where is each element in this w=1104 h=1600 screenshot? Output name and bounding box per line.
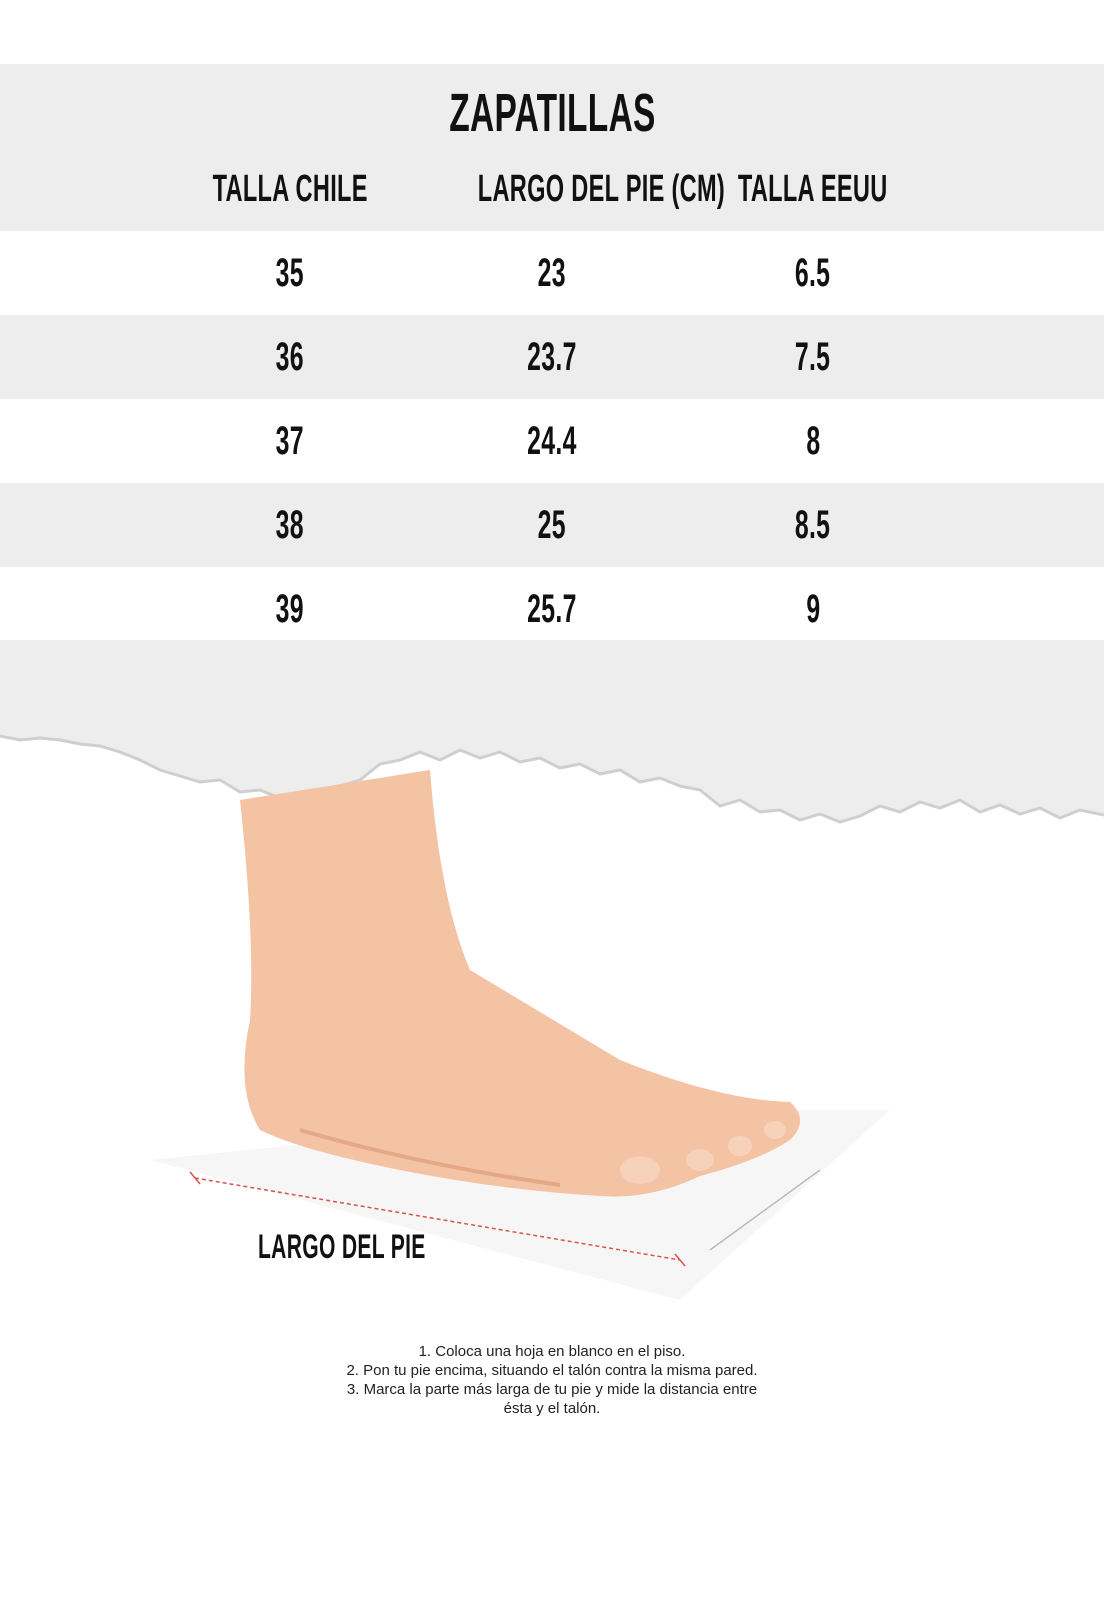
table-row: 36 23.7 7.5 bbox=[0, 315, 1104, 399]
measure-line bbox=[194, 1177, 681, 1261]
column-header: TALLA EEUU bbox=[738, 168, 888, 210]
cell-value: 8.5 bbox=[795, 503, 831, 547]
table-row: 37 24.4 8 bbox=[0, 399, 1104, 483]
cell-value: 6.5 bbox=[795, 251, 831, 295]
column-header: TALLA CHILE bbox=[212, 168, 368, 210]
table-cell: 35 bbox=[140, 231, 440, 315]
foot-length-label: LARGO DEL PIE bbox=[258, 1228, 426, 1266]
cell-value: 25 bbox=[537, 503, 567, 547]
torn-paper-edge bbox=[0, 640, 1104, 822]
cell-value: 39 bbox=[275, 587, 305, 631]
table-cell: 8 bbox=[663, 399, 963, 483]
table-cell: 39 bbox=[140, 567, 440, 651]
table-cell: 9 bbox=[663, 567, 963, 651]
cell-value: 38 bbox=[275, 503, 305, 547]
table-row: 38 25 8.5 bbox=[0, 483, 1104, 567]
instruction-line: 2. Pon tu pie encima, situando el talón … bbox=[346, 1362, 758, 1379]
cell-value: 25.7 bbox=[527, 587, 577, 631]
cell-value: 35 bbox=[275, 251, 305, 295]
table-cell: 25 bbox=[402, 483, 702, 567]
cell-value: 37 bbox=[275, 419, 305, 463]
table-cell: 36 bbox=[140, 315, 440, 399]
cell-value: 8 bbox=[805, 419, 821, 463]
page-title: ZAPATILLAS bbox=[448, 83, 656, 143]
cell-value: 23 bbox=[537, 251, 567, 295]
instructions: 1. Coloca una hoja en blanco en el piso.… bbox=[252, 1342, 852, 1418]
table-header: ZAPATILLAS TALLA CHILE LARGO DEL PIE (CM… bbox=[0, 64, 1104, 231]
table-cell: 38 bbox=[140, 483, 440, 567]
instruction-line: 3. Marca la parte más larga de tu pie y … bbox=[346, 1381, 758, 1398]
table-row: 35 23 6.5 bbox=[0, 231, 1104, 315]
table-cell: 25.7 bbox=[402, 567, 702, 651]
table-cell: 23 bbox=[402, 231, 702, 315]
column-header: LARGO DEL PIE (CM) bbox=[477, 168, 726, 210]
instruction-line: 1. Coloca una hoja en blanco en el piso. bbox=[418, 1343, 686, 1360]
foot-illustration bbox=[0, 640, 1104, 1300]
cell-value: 24.4 bbox=[527, 419, 577, 463]
cell-value: 7.5 bbox=[795, 335, 831, 379]
table-cell: 24.4 bbox=[402, 399, 702, 483]
table-cell: 23.7 bbox=[402, 315, 702, 399]
cell-value: 23.7 bbox=[527, 335, 577, 379]
table-cell: 7.5 bbox=[663, 315, 963, 399]
column-headers: TALLA CHILE LARGO DEL PIE (CM) TALLA EEU… bbox=[0, 168, 1104, 218]
instruction-line: ésta y el talón. bbox=[503, 1400, 601, 1417]
table-cell: 6.5 bbox=[663, 231, 963, 315]
foot bbox=[240, 770, 800, 1197]
table-cell: 37 bbox=[140, 399, 440, 483]
cell-value: 36 bbox=[275, 335, 305, 379]
table-cell: 8.5 bbox=[663, 483, 963, 567]
cell-value: 9 bbox=[805, 587, 821, 631]
table-row: 39 25.7 9 bbox=[0, 567, 1104, 651]
